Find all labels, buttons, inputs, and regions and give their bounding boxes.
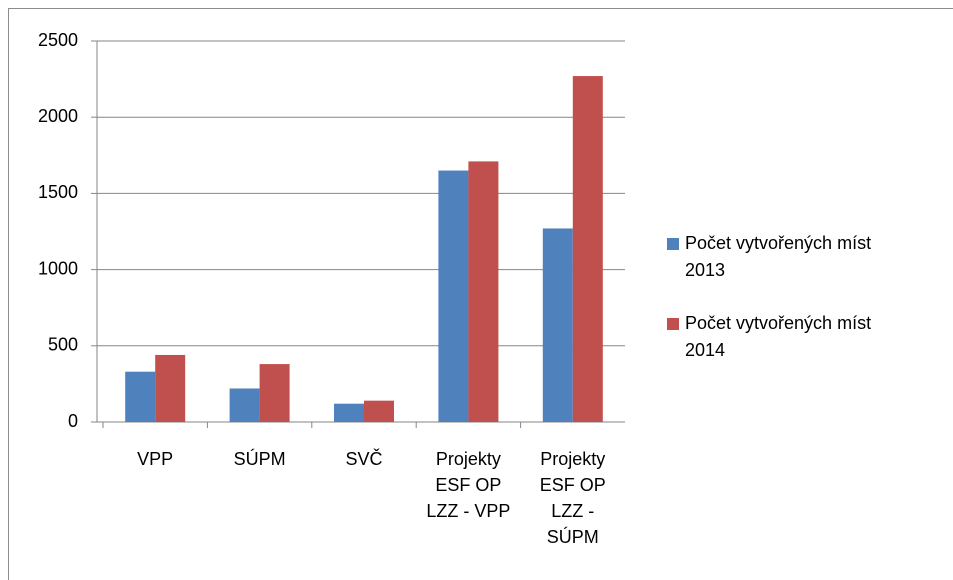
bar (468, 161, 499, 422)
bar (229, 388, 260, 422)
y-tick-label: 0 (68, 411, 78, 431)
x-tick-label: Projekty ESF OP LZZ - VPP (426, 449, 511, 521)
x-tick-label: VPP (137, 449, 174, 469)
legend-swatch (667, 318, 679, 330)
bar (155, 354, 186, 422)
bar (259, 364, 290, 422)
y-tick-label: 2000 (38, 106, 78, 126)
bar (572, 76, 603, 422)
bar (334, 403, 364, 422)
y-tick-label: 1000 (38, 258, 78, 278)
legend-swatch (667, 238, 679, 250)
x-tick-label: SVČ (345, 449, 383, 469)
legend-label: Počet vytvořených míst 2014 (685, 313, 872, 360)
bar (125, 371, 156, 422)
y-tick-label: 500 (48, 335, 78, 355)
bar (542, 228, 573, 422)
y-tick-label: 1500 (38, 182, 78, 202)
chart-border (8, 8, 953, 580)
bar (364, 400, 394, 422)
x-tick-label: Projekty ESF OP LZZ - SÚPM (539, 449, 606, 547)
y-tick-label: 2500 (38, 30, 78, 50)
x-tick-label: SÚPM (233, 449, 286, 469)
bar (438, 170, 469, 422)
legend-label: Počet vytvořených míst 2013 (685, 233, 872, 280)
